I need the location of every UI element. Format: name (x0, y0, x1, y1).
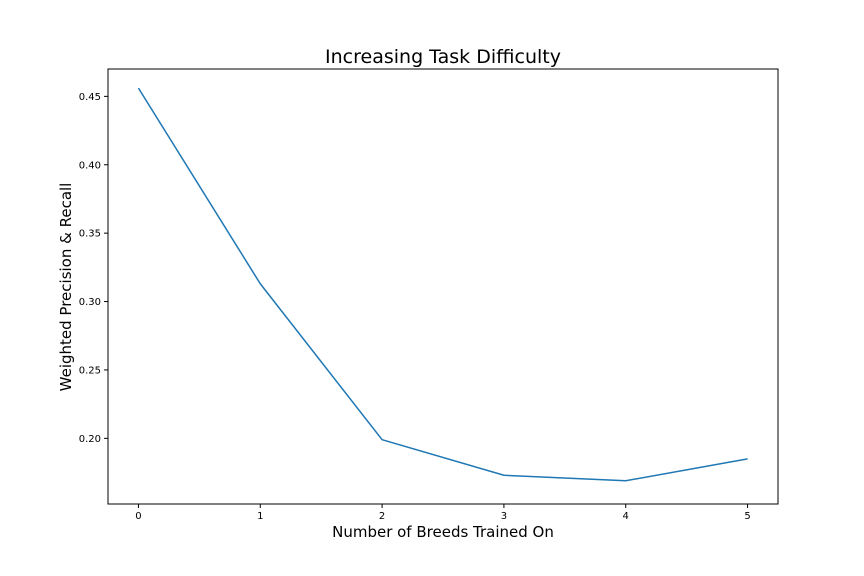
plot-area: 0 1 2 3 4 5 0.20 0.25 0.30 0.35 0.40 0.45 (79, 68, 779, 522)
x-tick-label: 1 (257, 511, 263, 522)
x-axis-ticks: 0 1 2 3 4 5 (135, 504, 751, 522)
series-line (137, 87, 748, 482)
series-layer (137, 87, 748, 482)
x-tick-label: 5 (744, 511, 750, 522)
axes-frame (107, 68, 779, 505)
x-axis-label: Number of Breeds Trained On (332, 523, 554, 541)
y-tick-label: 0.40 (79, 160, 101, 171)
chart-title: Increasing Task Difficulty (325, 46, 561, 68)
y-tick-label: 0.25 (79, 365, 101, 376)
y-tick-label: 0.35 (79, 229, 101, 240)
y-axis-ticks: 0.20 0.25 0.30 0.35 0.40 0.45 (79, 92, 108, 445)
y-tick-label: 0.45 (79, 92, 101, 103)
y-tick-label: 0.20 (79, 434, 101, 445)
x-tick-label: 3 (501, 511, 507, 522)
y-axis-label: Weighted Precision & Recall (57, 183, 75, 392)
x-tick-label: 2 (379, 511, 385, 522)
x-tick-label: 4 (623, 511, 629, 522)
x-tick-label: 0 (135, 511, 141, 522)
y-tick-label: 0.30 (79, 297, 101, 308)
